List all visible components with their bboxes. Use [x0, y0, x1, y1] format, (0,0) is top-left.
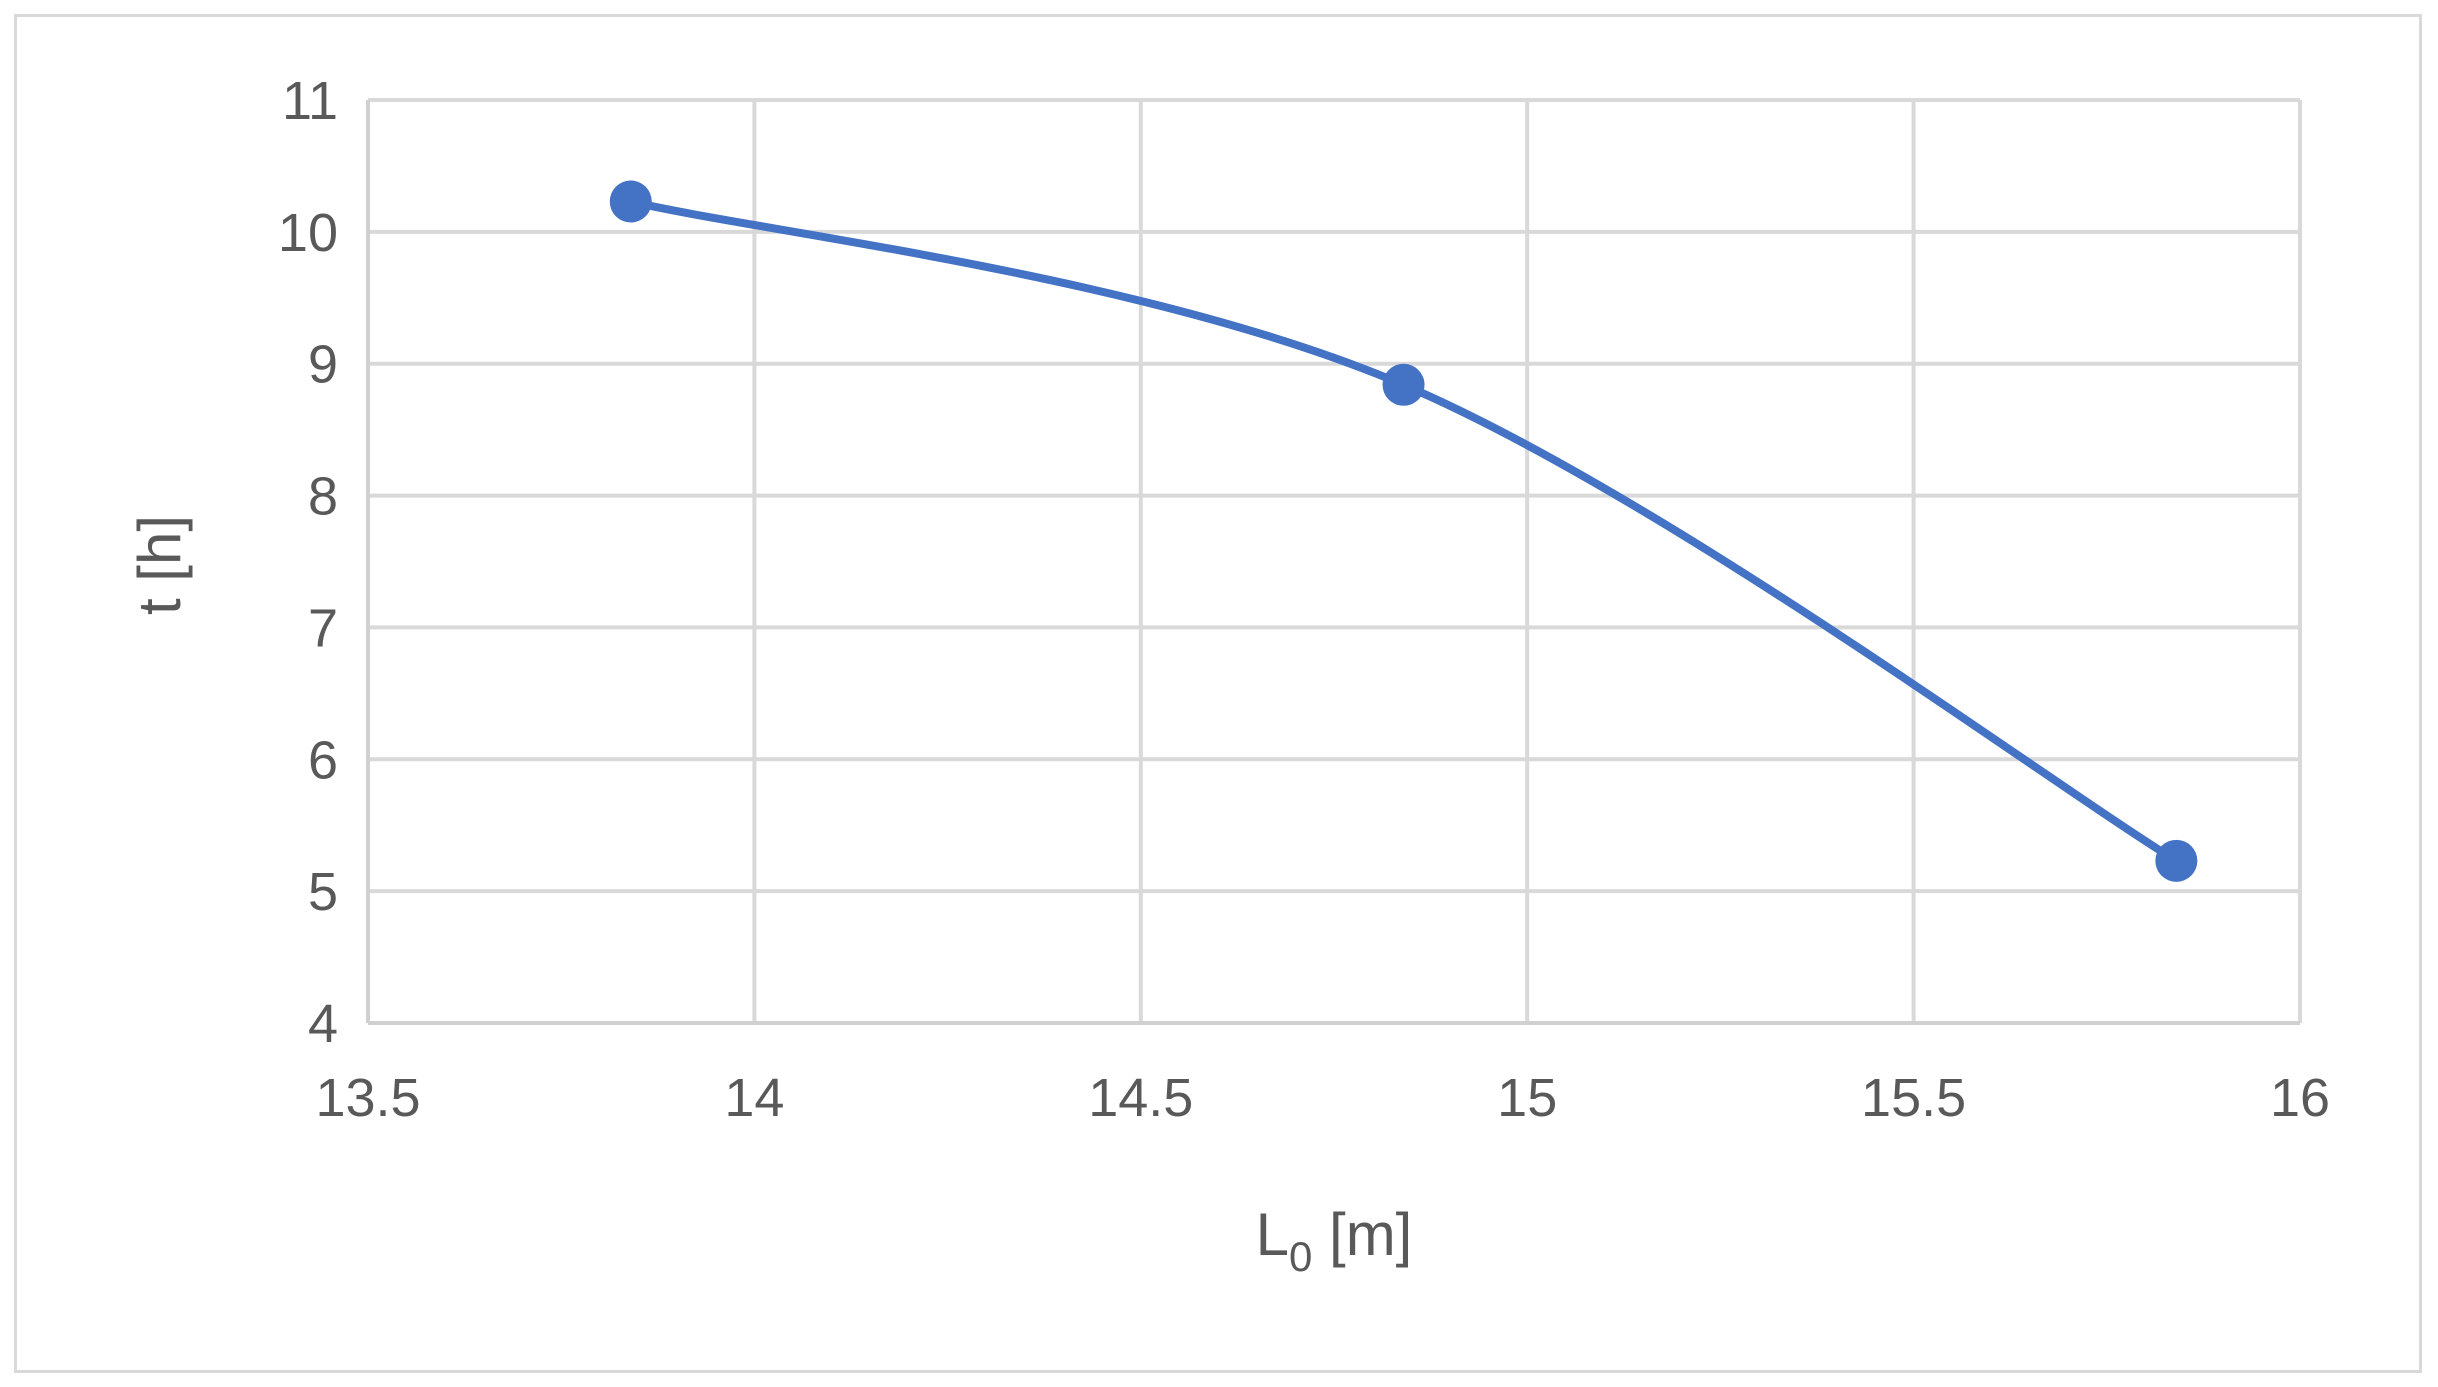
x-tick-label: 15.5	[1861, 1068, 1966, 1128]
data-point-0	[609, 180, 652, 223]
data-point-1	[1382, 363, 1425, 406]
x-tick-label: 13.5	[315, 1068, 420, 1128]
series-line	[626, 197, 2181, 865]
x-tick-label: 14	[724, 1068, 784, 1128]
x-axis-title-unit: [m]	[1312, 1201, 1412, 1268]
x-tick-label: 16	[2270, 1068, 2330, 1128]
y-tick-label: 4	[308, 994, 338, 1054]
tick-labels: 4 5 6 7 8 9 10 11 13.5 14 14.5 15 15.5 16	[278, 71, 2330, 1128]
y-tick-label: 5	[308, 862, 338, 922]
chart-frame	[14, 14, 2422, 1373]
x-axis-title: L0 [m]	[1256, 1201, 1413, 1280]
data-point-2	[2155, 839, 2198, 882]
axes	[366, 100, 2300, 1025]
y-tick-label: 10	[278, 203, 338, 263]
series	[609, 180, 2198, 882]
y-tick-label: 11	[282, 71, 338, 131]
y-tick-label: 7	[308, 598, 338, 658]
y-tick-label: 9	[308, 335, 338, 395]
y-tick-label: 8	[308, 467, 338, 527]
x-axis-title-main: L	[1256, 1201, 1289, 1268]
y-axis-title: t [h]	[126, 515, 193, 615]
grid	[366, 98, 2302, 1025]
x-tick-label: 14.5	[1088, 1068, 1193, 1128]
x-axis-title-subscript: 0	[1289, 1233, 1312, 1280]
y-tick-label: 6	[308, 730, 338, 790]
x-tick-label: 15	[1497, 1068, 1557, 1128]
